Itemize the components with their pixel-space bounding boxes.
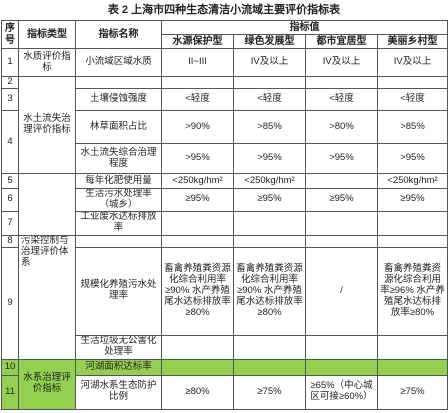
cell: / — [305, 246, 378, 336]
cell: ≥80% — [161, 374, 234, 410]
cell: <250kg/hm² — [161, 173, 234, 189]
cell: 水土流失综合治理程度 — [75, 143, 162, 174]
cell — [18, 173, 76, 236]
cell: <250kg/hm² — [233, 173, 306, 189]
cell: ≥95% — [377, 188, 448, 212]
cell: ≥75% — [233, 374, 306, 410]
cell — [233, 76, 306, 89]
cell: 生活污水处理率（城乡） — [75, 188, 162, 212]
cell: IV及以上 — [377, 48, 448, 77]
cell — [233, 358, 306, 376]
header-cell: 都市宜居型 — [305, 34, 378, 49]
cell — [305, 210, 378, 236]
cell: >85% — [233, 110, 306, 144]
header-cell: 水源保护型 — [161, 34, 234, 49]
cell: ≥75% — [377, 374, 448, 410]
cell: <轻度 — [161, 88, 234, 111]
cell: >95% — [305, 143, 378, 174]
header-cell: 指标值 — [161, 20, 448, 35]
cell: 5 — [1, 173, 19, 189]
cell: 11 — [1, 374, 19, 410]
cell: <轻度 — [233, 88, 306, 111]
cell: ≥95% — [161, 188, 234, 212]
cell — [305, 234, 378, 248]
header-cell: 序号 — [1, 20, 19, 49]
cell — [305, 173, 378, 189]
cell: >95% — [233, 143, 306, 174]
header-cell: 指标名称 — [75, 20, 162, 49]
cell — [75, 234, 162, 248]
cell: 林草面积占比 — [75, 110, 162, 144]
cell: 生活垃圾无公害化处理率 — [75, 334, 162, 360]
cell — [305, 334, 378, 360]
cell: >95% — [377, 143, 448, 174]
cell — [305, 358, 378, 376]
cell: >90% — [161, 110, 234, 144]
cell: 3 — [1, 88, 19, 111]
cell: 4 — [1, 110, 19, 174]
cell — [377, 76, 448, 89]
cell: 8 — [1, 234, 19, 248]
cell: 1 — [1, 48, 19, 77]
cell: ≥95% — [233, 188, 306, 212]
cell — [161, 358, 234, 376]
cell: 2 — [1, 76, 19, 89]
cell: 规模化养殖污水处理率 — [75, 246, 162, 336]
cell: ≥95% — [305, 188, 378, 212]
cell: >95% — [161, 143, 234, 174]
cell: <轻度 — [305, 88, 378, 111]
cell: 畜禽养殖粪资源化综合利用率≥96% 水产养殖尾水达标排放率≥80% — [377, 246, 448, 336]
cell — [161, 234, 234, 248]
cell: 水土流失治理评价指标 — [18, 76, 76, 174]
cell: IV及以上 — [233, 48, 306, 77]
cell: 土壤侵蚀强度 — [75, 88, 162, 111]
cell: IV及以上 — [305, 48, 378, 77]
cell: 6 — [1, 188, 19, 212]
cell: >80% — [305, 110, 378, 144]
cell — [305, 76, 378, 89]
cell: 工业废水达标排放率 — [75, 210, 162, 236]
cell: 9 — [1, 246, 19, 360]
header-cell: 指标类型 — [18, 20, 76, 49]
cell — [233, 210, 306, 236]
cell — [75, 76, 162, 89]
cell — [233, 334, 306, 360]
cell — [161, 210, 234, 236]
cell: 小流域区域水质 — [75, 48, 162, 77]
table: 序号 指标类型 指标名称 指标值 水源保护型 绿色发展型 都市宜居型 美丽乡村型… — [1, 20, 448, 410]
cell: 10 — [1, 358, 19, 376]
cell: 每年化肥使用量 — [75, 173, 162, 189]
cell — [233, 234, 306, 248]
cell: 水系治理评价指标 — [18, 358, 76, 410]
cell: 7 — [1, 210, 19, 236]
cell: 河湖面积达标率 — [75, 358, 162, 376]
header-cell: 美丽乡村型 — [377, 34, 448, 49]
cell — [161, 334, 234, 360]
cell — [377, 334, 448, 360]
cell: 水质评价指标 — [18, 48, 76, 77]
cell — [377, 358, 448, 376]
cell: 河湖水系生态防护比例 — [75, 374, 162, 410]
cell — [161, 76, 234, 89]
title: 表 2 上海市四种生态清洁小流域主要评价指标表 — [107, 4, 341, 16]
cell — [377, 234, 448, 248]
header-cell: 绿色发展型 — [233, 34, 306, 49]
cell: <轻度 — [377, 88, 448, 111]
cell: 畜禽养殖粪资源化综合利用率≥90% 水产养殖尾水达标排放率≥80% — [233, 246, 306, 336]
cell: ≥65%（中心城区可接≥60%） — [305, 374, 378, 410]
cell: >85% — [377, 110, 448, 144]
cell: 畜禽养殖粪资源化综合利用率≥90% 水产养殖尾水达标排放率≥80% — [161, 246, 234, 336]
cell: II~III — [161, 48, 234, 77]
cell: 污染控制与治理评价体系 — [18, 234, 76, 360]
cell: <250kg/hm² — [377, 173, 448, 189]
cell — [377, 210, 448, 236]
